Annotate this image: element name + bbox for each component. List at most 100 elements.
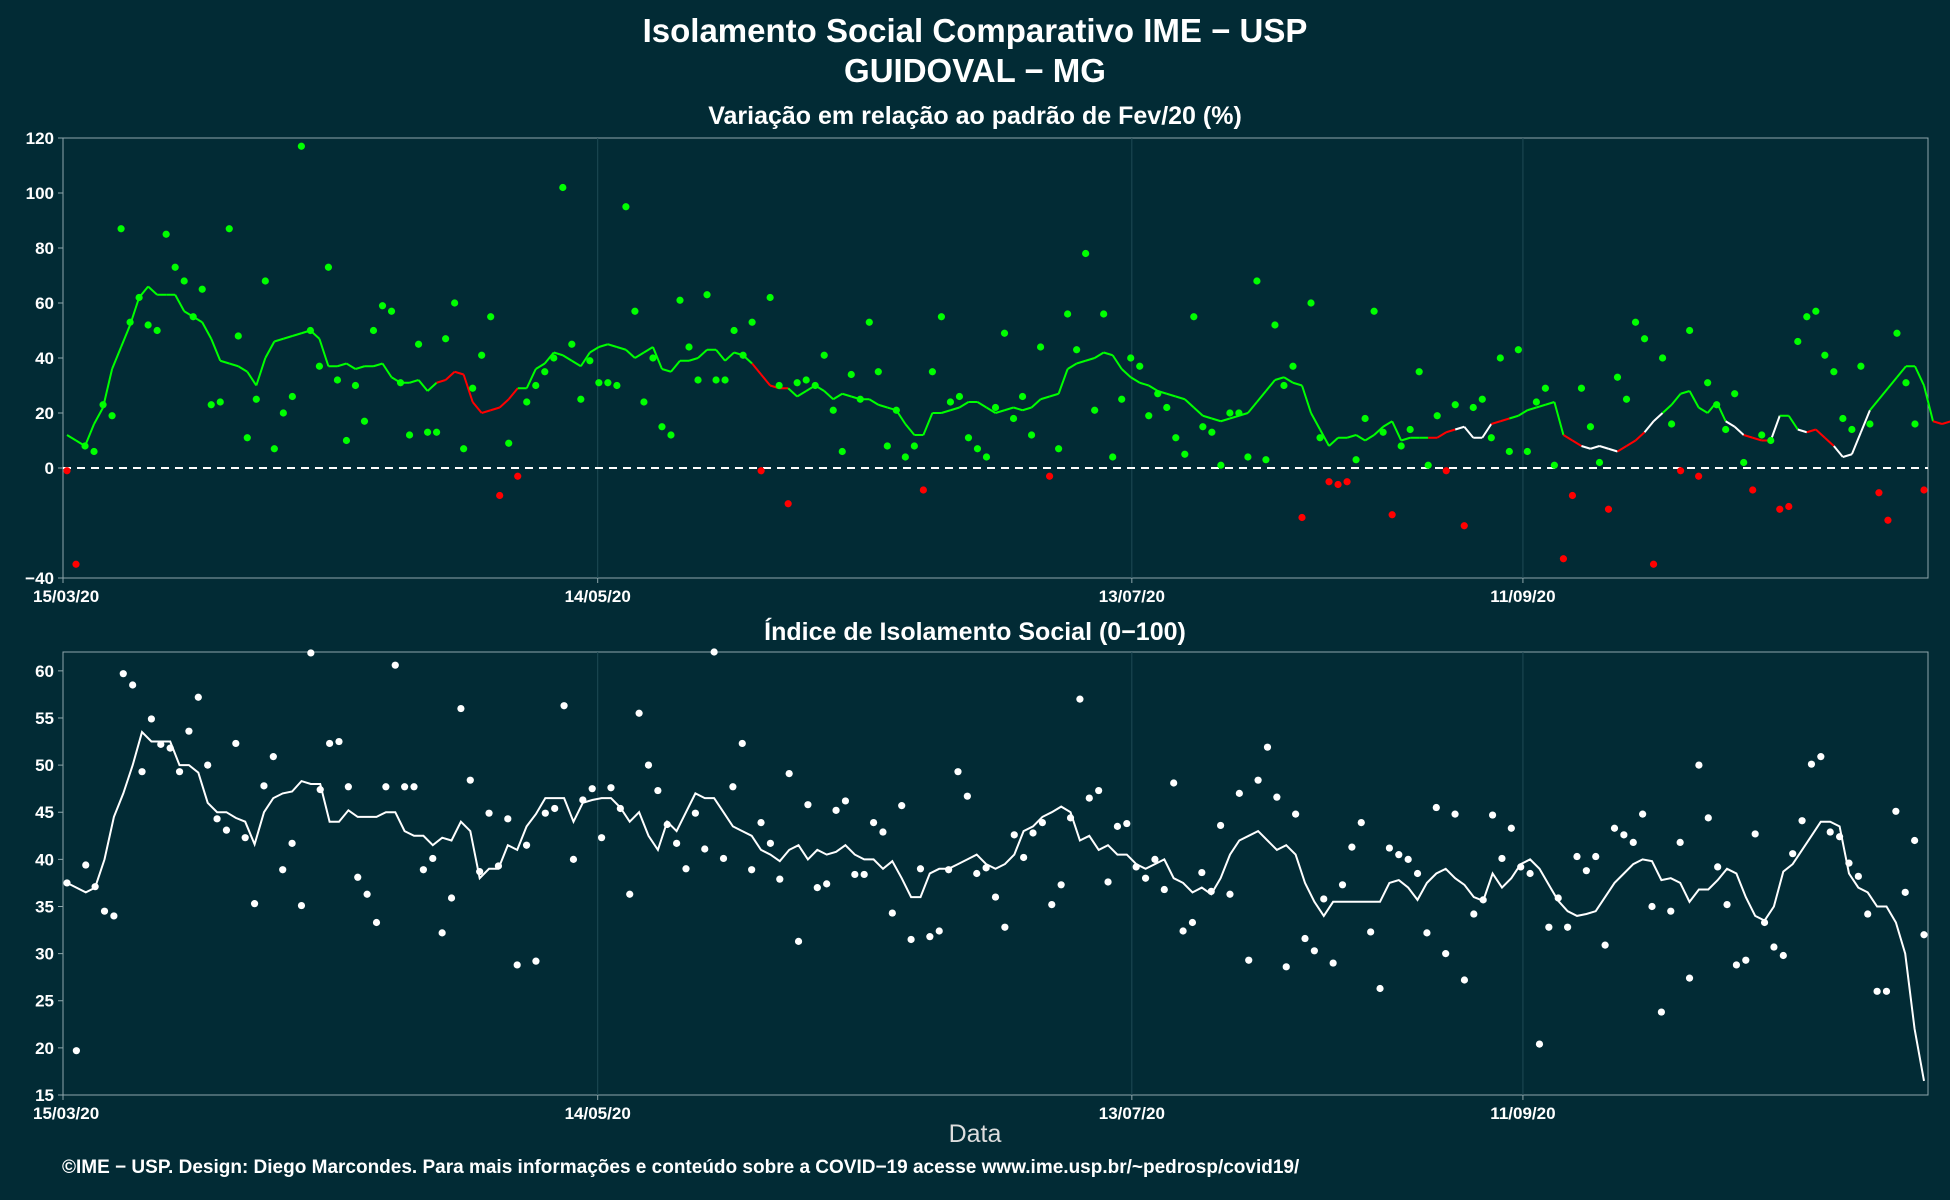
data-point bbox=[1723, 901, 1731, 909]
data-point bbox=[804, 801, 812, 809]
data-point bbox=[63, 467, 71, 475]
data-point bbox=[324, 263, 333, 271]
panel1-frame bbox=[62, 137, 1929, 579]
data-point bbox=[719, 854, 728, 863]
data-point bbox=[351, 381, 360, 390]
data-point bbox=[157, 740, 165, 748]
data-point bbox=[1109, 453, 1117, 461]
moving-average-segment bbox=[292, 332, 302, 337]
moving-average-segment bbox=[661, 368, 672, 373]
data-point bbox=[147, 715, 156, 723]
data-point bbox=[1920, 486, 1928, 494]
data-point bbox=[360, 417, 369, 425]
data-point bbox=[1066, 814, 1075, 822]
data-point bbox=[1803, 313, 1811, 321]
moving-average-segment bbox=[102, 368, 114, 408]
data-point bbox=[90, 447, 98, 456]
moving-average-segment bbox=[1670, 393, 1682, 406]
data-point bbox=[945, 866, 953, 874]
data-point bbox=[1361, 414, 1369, 423]
data-point bbox=[1601, 941, 1609, 949]
moving-average-segment bbox=[1941, 420, 1950, 425]
data-point bbox=[1798, 817, 1806, 825]
data-point bbox=[1029, 829, 1037, 837]
data-point bbox=[1055, 445, 1063, 453]
panel2-x-tick-label: 14/05/20 bbox=[565, 1104, 631, 1123]
panel1-y-tick-label: 100 bbox=[26, 184, 54, 203]
data-point bbox=[410, 783, 418, 791]
data-point bbox=[1036, 343, 1045, 351]
moving-average-segment bbox=[616, 346, 627, 351]
data-point bbox=[1695, 761, 1703, 769]
data-point bbox=[1541, 384, 1549, 392]
data-point bbox=[1826, 828, 1834, 836]
data-point bbox=[1352, 456, 1360, 464]
data-point bbox=[279, 409, 287, 417]
data-point bbox=[1325, 478, 1333, 486]
data-point bbox=[748, 318, 756, 326]
panel2-x-tick-label: 13/07/20 bbox=[1099, 1104, 1165, 1123]
data-point bbox=[250, 900, 259, 908]
data-point bbox=[100, 907, 109, 915]
moving-average-segment bbox=[1536, 403, 1546, 409]
moving-average-segment bbox=[1391, 420, 1403, 441]
data-point bbox=[937, 313, 946, 321]
data-point bbox=[1170, 779, 1178, 787]
data-point bbox=[315, 362, 324, 370]
data-point bbox=[784, 500, 792, 508]
data-point bbox=[1488, 811, 1497, 819]
data-point bbox=[532, 381, 540, 390]
moving-average-segment bbox=[1914, 365, 1925, 386]
data-point bbox=[1658, 354, 1667, 362]
data-point bbox=[1657, 1008, 1665, 1016]
data-point bbox=[644, 761, 653, 769]
data-point bbox=[207, 401, 215, 409]
data-point bbox=[1517, 863, 1525, 871]
moving-average-segment bbox=[462, 374, 474, 403]
moving-average-segment bbox=[1373, 426, 1384, 436]
data-point bbox=[213, 815, 221, 823]
data-point bbox=[730, 326, 738, 335]
data-point bbox=[171, 263, 179, 271]
moving-average-segment bbox=[1787, 415, 1799, 431]
data-point bbox=[1095, 786, 1103, 795]
data-point bbox=[1048, 901, 1056, 909]
moving-average-segment bbox=[1436, 431, 1447, 439]
moving-average-segment bbox=[1211, 417, 1222, 423]
data-point bbox=[1064, 310, 1072, 318]
moving-average-segment bbox=[507, 387, 519, 400]
moving-average-segment bbox=[93, 407, 104, 425]
moving-average-segment bbox=[941, 409, 951, 414]
moving-average-segment bbox=[958, 401, 969, 409]
data-point bbox=[204, 761, 212, 769]
data-point bbox=[396, 379, 405, 387]
data-point bbox=[342, 436, 351, 445]
data-point bbox=[1884, 516, 1892, 524]
data-point bbox=[1545, 923, 1553, 931]
data-point bbox=[1432, 803, 1440, 812]
data-point bbox=[1731, 390, 1739, 398]
data-point bbox=[432, 428, 441, 436]
data-point bbox=[442, 335, 450, 343]
moving-average-segment bbox=[1500, 417, 1510, 423]
data-point bbox=[405, 431, 414, 439]
moving-average-segment bbox=[1202, 414, 1213, 420]
data-point bbox=[982, 864, 990, 872]
data-point bbox=[541, 809, 549, 817]
data-point bbox=[198, 285, 206, 293]
moving-average-segment bbox=[525, 368, 537, 389]
data-point bbox=[1188, 918, 1197, 927]
moving-average-segment bbox=[1193, 406, 1204, 417]
data-point bbox=[991, 403, 1000, 412]
data-point bbox=[579, 796, 587, 804]
data-point bbox=[738, 739, 746, 748]
moving-average-segment bbox=[1355, 434, 1366, 442]
data-point bbox=[860, 870, 868, 879]
data-point bbox=[1027, 431, 1036, 439]
data-point bbox=[189, 313, 197, 321]
moving-average-segment bbox=[878, 403, 888, 409]
data-point bbox=[382, 783, 390, 791]
panel2-y-tick-label: 40 bbox=[35, 850, 54, 869]
data-point bbox=[1732, 961, 1741, 969]
moving-average-segment bbox=[426, 382, 438, 392]
